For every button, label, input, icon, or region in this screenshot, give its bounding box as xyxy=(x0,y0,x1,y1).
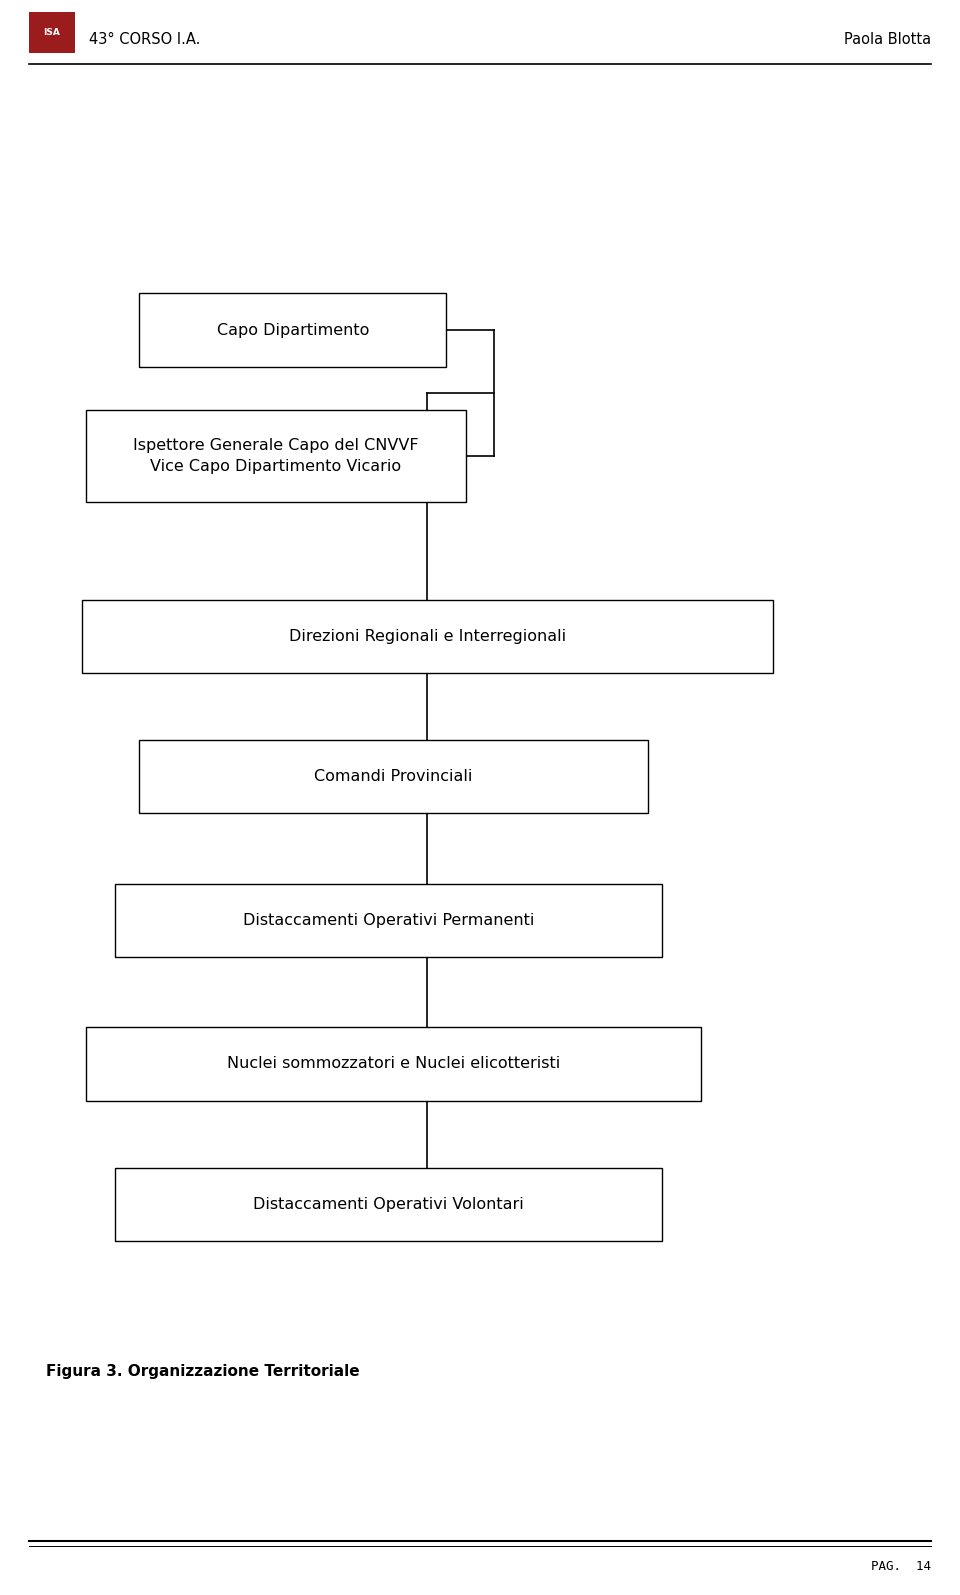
Text: Distaccamenti Operativi Permanenti: Distaccamenti Operativi Permanenti xyxy=(243,912,535,928)
Text: Figura 3. Organizzazione Territoriale: Figura 3. Organizzazione Territoriale xyxy=(46,1364,360,1380)
Text: Capo Dipartimento: Capo Dipartimento xyxy=(217,322,369,338)
FancyBboxPatch shape xyxy=(86,410,466,502)
FancyBboxPatch shape xyxy=(115,1168,662,1241)
FancyBboxPatch shape xyxy=(139,740,648,813)
FancyBboxPatch shape xyxy=(115,884,662,957)
FancyBboxPatch shape xyxy=(82,600,773,673)
FancyBboxPatch shape xyxy=(139,293,446,367)
Text: Paola Blotta: Paola Blotta xyxy=(844,32,931,46)
Text: Comandi Provinciali: Comandi Provinciali xyxy=(315,769,472,785)
Text: ISA: ISA xyxy=(43,29,60,37)
FancyBboxPatch shape xyxy=(29,11,75,53)
Text: Nuclei sommozzatori e Nuclei elicotteristi: Nuclei sommozzatori e Nuclei elicotteris… xyxy=(227,1056,561,1072)
Text: PAG.  14: PAG. 14 xyxy=(871,1560,931,1573)
Text: Distaccamenti Operativi Volontari: Distaccamenti Operativi Volontari xyxy=(253,1196,524,1212)
FancyBboxPatch shape xyxy=(86,1027,701,1101)
Text: Direzioni Regionali e Interregionali: Direzioni Regionali e Interregionali xyxy=(289,628,565,644)
Text: 43° CORSO I.A.: 43° CORSO I.A. xyxy=(89,32,201,46)
Text: Ispettore Generale Capo del CNVVF
Vice Capo Dipartimento Vicario: Ispettore Generale Capo del CNVVF Vice C… xyxy=(133,439,419,474)
